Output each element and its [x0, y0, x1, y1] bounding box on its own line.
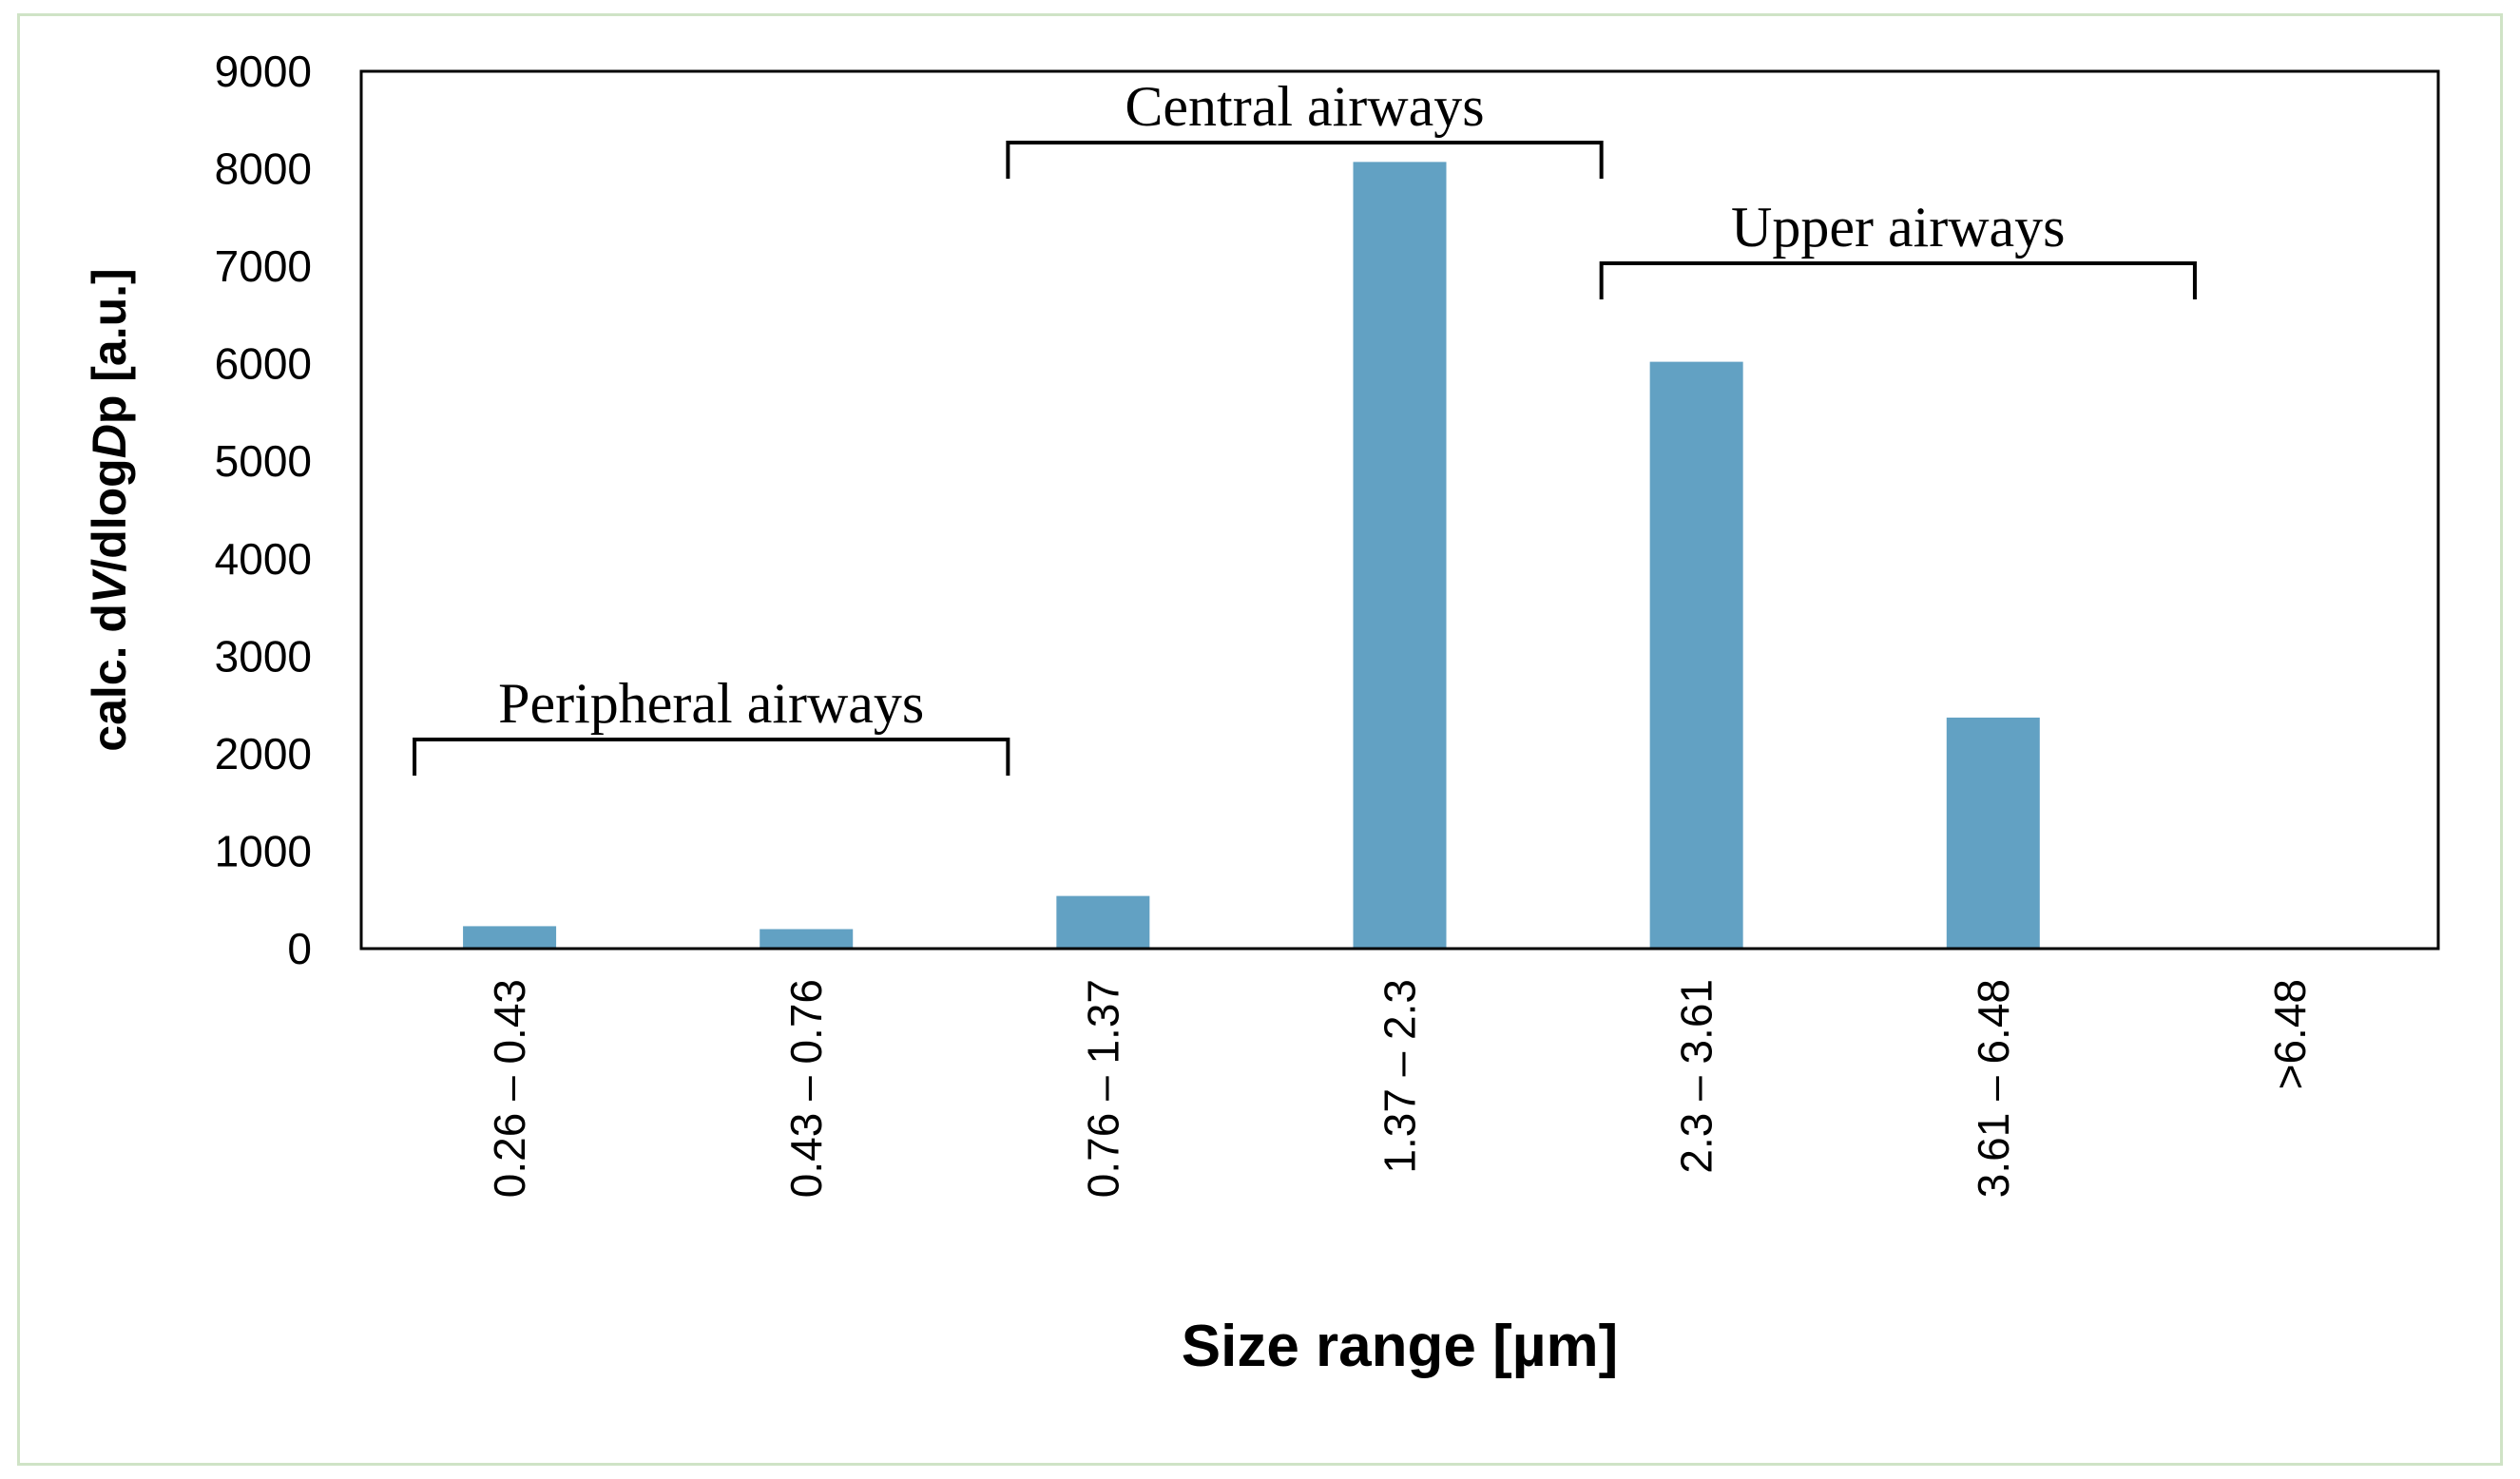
- bar-0: [463, 926, 557, 949]
- y-tick-label: 8000: [215, 144, 312, 194]
- annotation-bracket-1: Central airways: [1006, 75, 1604, 179]
- y-tick-label: 9000: [215, 47, 312, 96]
- annotations: Peripheral airways Central airways Upper a…: [413, 75, 2197, 776]
- y-tick-label: 0: [287, 924, 312, 973]
- y-axis-title-mid: /dlog: [83, 458, 136, 571]
- x-tick-label: 0.26 – 0.43: [485, 979, 534, 1198]
- y-axis-ticks: 0 1000 2000 3000 4000 5000 6000 7000 8000 9000: [215, 47, 312, 973]
- y-axis-title-v: V: [83, 568, 136, 604]
- y-tick-label: 7000: [215, 241, 312, 291]
- y-axis-title-prefix: calc. d: [83, 604, 136, 752]
- x-axis-title: Size range [µm]: [1182, 1314, 1619, 1379]
- bar-3: [1353, 162, 1447, 950]
- annotation-bracket-line: [1599, 261, 2197, 299]
- annotation-bracket-0: Peripheral airways: [413, 672, 1010, 776]
- bar-1: [760, 929, 854, 949]
- y-axis-title-d: D: [83, 424, 136, 458]
- annotation-bracket-line: [1006, 141, 1604, 179]
- plot-area: [359, 69, 2440, 951]
- chart-frame: [17, 13, 2503, 1466]
- annotation-label: Central airways: [1125, 75, 1484, 138]
- y-tick-label: 5000: [215, 436, 312, 486]
- annotation-bracket-2: Upper airways: [1599, 196, 2197, 299]
- annotation-label: Upper airways: [1731, 196, 2066, 259]
- x-tick-label: 2.3 – 3.61: [1672, 979, 1722, 1174]
- y-tick-label: 6000: [215, 339, 312, 389]
- bars: [463, 162, 2040, 950]
- y-tick-label: 3000: [215, 631, 312, 681]
- y-axis-title-suffix: [a.u.]: [83, 268, 136, 394]
- bar-5: [1946, 717, 2040, 949]
- y-axis-title: calc. dV/dlogDp [a.u.]: [83, 268, 136, 751]
- y-axis-title-p: p: [83, 395, 136, 425]
- y-tick-label: 4000: [215, 534, 312, 584]
- x-tick-label: >6.48: [2265, 979, 2315, 1089]
- bar-2: [1056, 895, 1150, 949]
- x-tick-label: 1.37 – 2.3: [1375, 979, 1425, 1174]
- annotation-label: Peripheral airways: [498, 672, 924, 735]
- y-tick-label: 1000: [215, 826, 312, 875]
- annotation-bracket-line: [413, 738, 1010, 776]
- x-tick-label: 0.76 – 1.37: [1078, 979, 1127, 1198]
- x-tick-label: 0.43 – 0.76: [781, 979, 831, 1198]
- y-tick-label: 2000: [215, 729, 312, 778]
- x-tick-label: 3.61 – 6.48: [1969, 979, 2018, 1198]
- bar-4: [1649, 361, 1743, 949]
- x-axis-ticks: 0.26 – 0.43 0.43 – 0.76 0.76 – 1.37 1.37 – …: [485, 979, 2315, 1198]
